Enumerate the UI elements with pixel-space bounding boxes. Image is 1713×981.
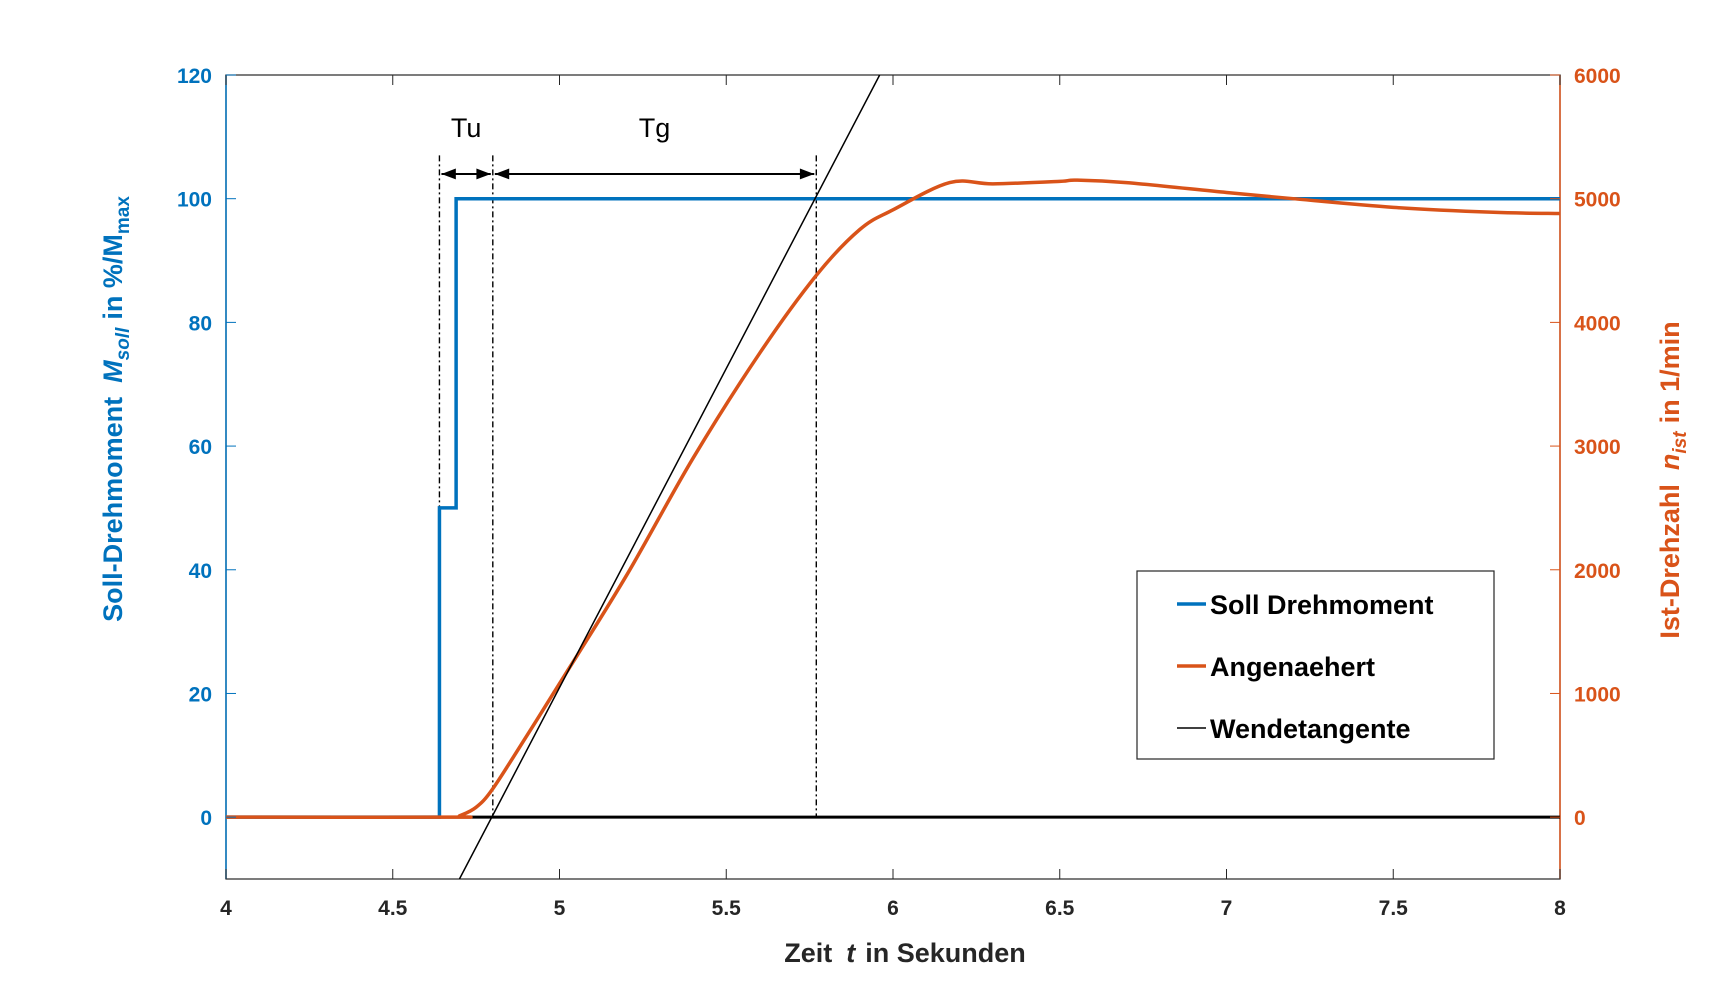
legend-label-wendetangente: Wendetangente [1210,714,1411,744]
y-right-tick-label: 5000 [1574,189,1621,212]
y-right-tick-label: 2000 [1574,560,1621,583]
legend-label-angenaehert: Angenaehert [1210,652,1375,682]
y-left-tick-label: 100 [177,189,212,212]
y-left-axis-title: Soll-DrehmomentMsollin %/Mmax [98,196,134,622]
x-tick-label: 8 [1554,897,1566,920]
y-right-tick-label: 6000 [1574,65,1621,88]
x-tick-label: 5 [554,897,566,920]
series-group [226,75,1560,879]
x-tick-label: 5.5 [712,897,742,920]
axis-ticks: 4 4.5 5 5.5 6 6.5 7 7.5 802040608010012001000200… [177,65,1621,920]
x-tick-label: 4 [220,897,232,920]
y-right-tick-label: 4000 [1574,312,1621,335]
y-left-tick-label: 120 [177,65,212,88]
y-left-tick-label: 60 [189,436,212,459]
x-tick-label: 6.5 [1045,897,1075,920]
reference-lines [438,155,817,818]
arrowhead-left [441,168,456,180]
legend: Soll Drehmoment Angenaehert Wendetangent… [1136,570,1495,760]
y-right-tick-label: 1000 [1574,683,1621,706]
y-right-tick-label: 0 [1574,807,1586,830]
y-left-tick-label: 40 [189,560,212,583]
x-tick-label: 7.5 [1379,897,1409,920]
legend-label-soll: Soll Drehmoment [1210,590,1434,620]
arrowhead-left [494,168,510,180]
annotation-label-tu: Tu [451,113,482,143]
y-right-axis-title: Ist-Drehzahlnistin 1/min [1655,321,1691,638]
y-left-tick-label: 20 [189,683,212,706]
x-tick-label: 7 [1221,897,1233,920]
arrowhead-right [799,168,815,180]
y-left-tick-label: 80 [189,312,212,335]
series-line-wendetangente [458,75,881,879]
series-line-angenaehert [226,178,1560,819]
x-axis-title: Zeit t in Sekunden [784,938,1026,968]
y-right-tick-label: 3000 [1574,436,1621,459]
annotation-label-tg: Tg [639,113,671,143]
arrowhead-right [476,168,491,180]
x-tick-label: 4.5 [378,897,408,920]
x-tick-label: 6 [887,897,899,920]
y-left-tick-label: 0 [200,807,212,830]
annotations: Tu Tg [441,113,815,180]
